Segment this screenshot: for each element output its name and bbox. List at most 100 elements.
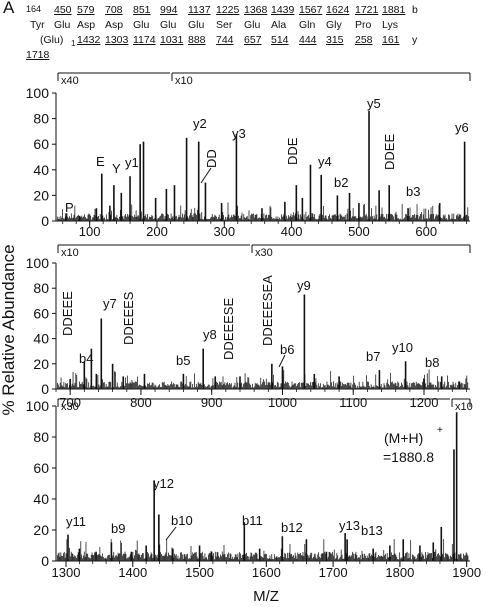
y-tick-label: 60 [33,136,49,152]
y-tick-label: 20 [33,356,49,372]
b-ion-mass: 1721 [355,4,379,16]
y-tick-label: 40 [33,491,49,507]
residue: Gly [326,19,342,31]
x-tick-label: 300 [213,224,235,239]
residue: Glu [133,19,150,31]
peak-annotation: DDE [285,137,300,165]
x-tick-label: 900 [201,395,223,410]
residue: Ser [216,19,233,31]
leader-line [200,167,212,184]
peak-annotation: DDEEESE [221,298,236,360]
y-tick-label: 100 [26,398,50,414]
y-ion-mass: 258 [355,34,373,46]
y-tick-label: 60 [33,460,49,476]
x-axis-title: M/Z [253,588,279,605]
peak-annotation: y3 [232,126,246,141]
y-tick-label: 60 [33,305,49,321]
peak-annotation: DDEEESEA [260,275,275,346]
peak-annotation: DDEE [382,134,397,170]
peak-annotation: DDEEES [121,291,136,345]
x-tick-label: 1500 [185,565,214,580]
y-ion-mass: 161 [382,34,400,46]
peak-annotation: y6 [455,120,469,135]
y-ion-mass: 657 [244,34,262,46]
x-tick-label: 1200 [410,395,439,410]
peak-annotation: (M+H) [384,430,423,446]
peak-annotation: b6 [280,342,294,357]
b-ion-mass: 1137 [188,4,211,16]
y-tick-label: 80 [33,280,49,296]
x-tick-label: 500 [348,224,370,239]
residue: Lys [382,19,398,31]
peak-annotation: DD [204,149,219,168]
peak-annotation: y11 [66,514,86,529]
x-tick-label: 1000 [268,395,297,410]
peak-annotation: y9 [297,278,311,293]
b-ion-mass: 708 [105,4,123,16]
y-ion-mass: 1174 [133,34,156,46]
peak-annotation: y1 [125,155,139,170]
x-tick-label: 100 [79,224,101,239]
y-tick-label: 80 [33,111,49,127]
y-ion-mass: 315 [326,34,344,46]
peak-annotation: y12 [153,476,174,491]
x-tick-label: 1800 [385,565,414,580]
y-tick-label: 20 [33,522,49,538]
residue: Tyr [30,19,45,31]
y-tick-label: 40 [33,331,49,347]
b-ion-mass: 450 [54,4,72,16]
peak-annotation: y4 [318,154,332,169]
y-ion-mass: 888 [188,34,206,46]
x-tick-label: 1300 [52,565,81,580]
magnification-label: x10 [61,247,79,259]
y-ion-mass: 1718 [26,49,50,61]
residue: Glu [54,19,71,31]
residue: Glu [244,19,261,31]
magnification-label: x30 [61,401,79,413]
magnification-label: x10 [455,401,473,413]
sequence-header: A 164 450 579 708 851 994 1137 1225 1368 1439 1567… [0,0,486,70]
b-ion-mass: 1368 [244,4,268,16]
y-ion-mass: 1303 [105,34,129,46]
peak-annotation: E [96,154,105,169]
residue: Glu [160,19,177,31]
peak-annotation: b8 [425,355,439,370]
b-ion-mass: 1567 [299,4,323,16]
peak-annotation: DDEEE [60,291,75,336]
peak-annotation: b9 [111,521,125,536]
magnification-label: x10 [175,75,193,87]
y-series-label: y [412,34,418,46]
peak-annotation: b4 [79,351,93,366]
y-ion-mass: 1031 [160,34,184,46]
magnification-label: x40 [61,75,79,87]
peak-annotation: b10 [171,513,193,528]
peak-annotation: b12 [281,520,303,535]
x-tick-label: 1700 [319,565,348,580]
y-prefix: (Glu) [40,34,64,46]
x-tick-label: 1400 [118,565,147,580]
x-tick-label: 1900 [452,565,481,580]
peak-annotation: b11 [242,513,263,528]
residue: Glu [188,19,205,31]
y-tick-label: 100 [26,85,50,101]
y-tick-label: 0 [41,213,49,229]
b-ion-prefix: 164 [26,4,42,14]
x-tick-label: 200 [146,224,168,239]
b-ion-mass: 994 [160,4,178,16]
b-ion-mass: 579 [77,4,95,16]
peak-annotation: + [437,425,443,436]
y-tick-label: 100 [26,255,50,271]
peak-annotation: y13 [339,518,360,533]
y-ion-mass: 444 [299,34,317,46]
y-ion-mass: 744 [216,34,234,46]
peak-annotation: b13 [361,523,383,538]
leader-line [278,354,286,368]
residue: Pro [355,19,372,31]
residue: Asp [77,19,96,31]
b-ion-mass: 851 [133,4,151,16]
residue: Asp [105,19,124,31]
b-ion-mass: 1439 [271,4,295,16]
peak-annotation: y2 [193,116,207,131]
peak-annotation: y8 [203,327,217,342]
